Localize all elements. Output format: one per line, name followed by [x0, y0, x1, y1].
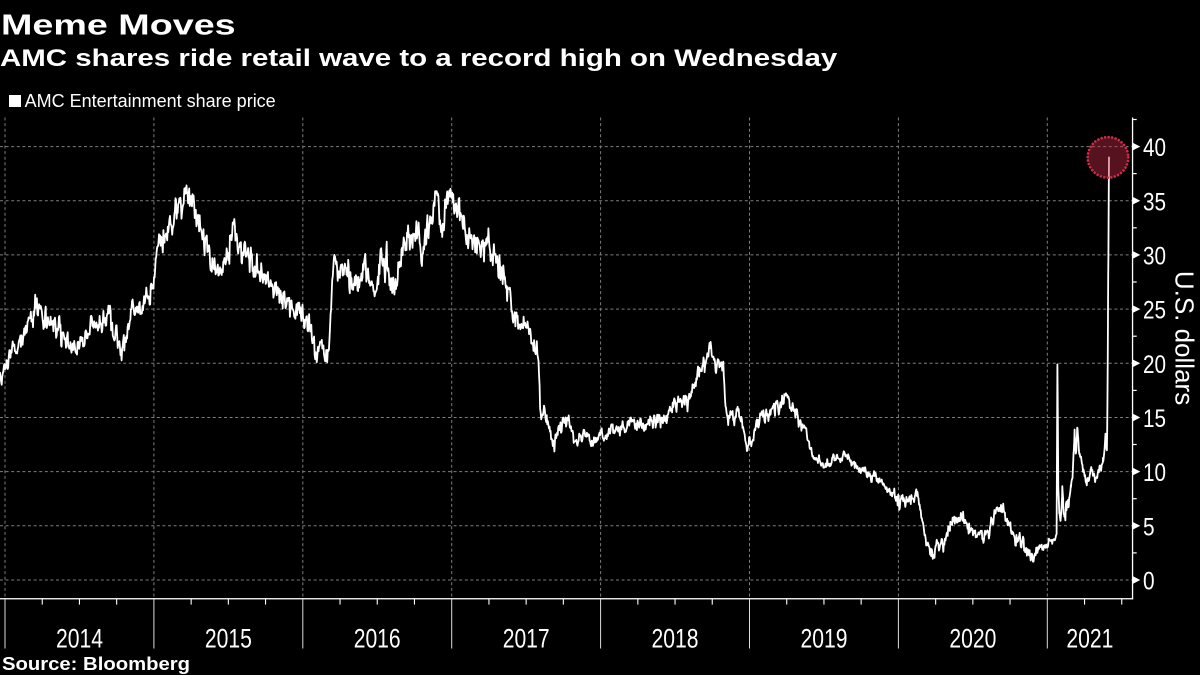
svg-text:2015: 2015	[205, 624, 252, 654]
svg-text:2021: 2021	[1066, 624, 1113, 654]
svg-text:Meme Moves: Meme Moves	[1, 9, 236, 41]
svg-text:15: 15	[1143, 405, 1166, 433]
svg-text:5: 5	[1143, 513, 1155, 541]
svg-text:AMC Entertainment share price: AMC Entertainment share price	[25, 91, 276, 111]
svg-text:35: 35	[1143, 188, 1166, 216]
svg-text:2020: 2020	[949, 624, 996, 654]
svg-text:2019: 2019	[801, 624, 848, 654]
svg-text:10: 10	[1143, 459, 1166, 487]
svg-text:2018: 2018	[652, 624, 699, 654]
svg-text:40: 40	[1143, 134, 1166, 162]
svg-text:2014: 2014	[56, 624, 103, 654]
svg-text:0: 0	[1143, 568, 1155, 596]
svg-text:Source: Bloomberg: Source: Bloomberg	[2, 653, 190, 674]
svg-text:U.S. dollars: U.S. dollars	[1170, 271, 1200, 405]
svg-text:AMC shares ride retail wave to: AMC shares ride retail wave to a record …	[0, 45, 837, 72]
svg-text:30: 30	[1143, 243, 1166, 271]
svg-text:2017: 2017	[503, 624, 550, 654]
svg-text:20: 20	[1143, 351, 1166, 379]
svg-text:25: 25	[1143, 297, 1166, 325]
svg-text:2016: 2016	[354, 624, 401, 654]
